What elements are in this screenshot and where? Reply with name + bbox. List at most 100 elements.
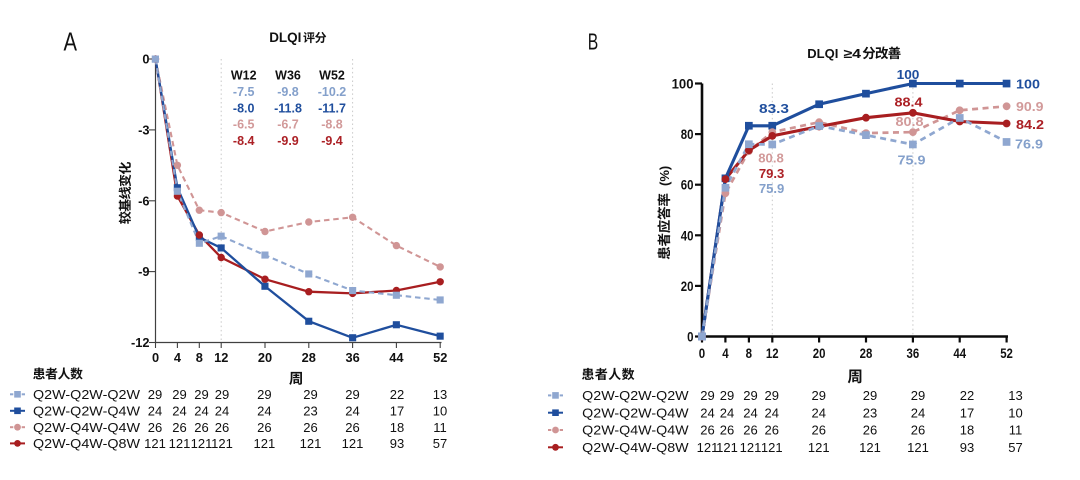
svg-text:29: 29 xyxy=(812,388,826,403)
svg-text:26: 26 xyxy=(303,420,317,435)
svg-text:29: 29 xyxy=(215,387,229,402)
svg-text:121: 121 xyxy=(761,440,783,455)
svg-text:93: 93 xyxy=(960,440,974,455)
svg-text:10: 10 xyxy=(433,403,447,418)
svg-text:75.9: 75.9 xyxy=(759,181,785,196)
svg-text:18: 18 xyxy=(390,420,404,435)
svg-text:-8.8: -8.8 xyxy=(321,118,343,132)
svg-text:28: 28 xyxy=(860,345,873,361)
svg-text:17: 17 xyxy=(960,405,974,420)
svg-text:22: 22 xyxy=(390,387,404,402)
svg-text:29: 29 xyxy=(194,387,208,402)
svg-text:-3: -3 xyxy=(138,122,149,137)
svg-text:-11.7: -11.7 xyxy=(318,101,346,115)
svg-text:88.4: 88.4 xyxy=(895,95,924,110)
svg-text:121: 121 xyxy=(716,440,738,455)
svg-text:-6: -6 xyxy=(138,193,149,208)
svg-text:100: 100 xyxy=(897,67,920,82)
svg-text:8: 8 xyxy=(196,350,203,365)
svg-text:0: 0 xyxy=(687,329,694,345)
svg-text:26: 26 xyxy=(743,423,757,438)
svg-text:24: 24 xyxy=(172,403,186,418)
svg-text:121: 121 xyxy=(254,436,276,451)
svg-text:W12: W12 xyxy=(231,68,257,82)
svg-text:36: 36 xyxy=(345,350,359,365)
svg-text:40: 40 xyxy=(681,227,694,243)
svg-text:29: 29 xyxy=(863,388,877,403)
svg-text:121: 121 xyxy=(907,440,929,455)
svg-text:24: 24 xyxy=(720,405,734,420)
svg-text:44: 44 xyxy=(953,345,966,361)
svg-text:Q2W-Q2W-Q4W: Q2W-Q2W-Q4W xyxy=(33,403,141,418)
svg-text:29: 29 xyxy=(700,388,714,403)
svg-text:24: 24 xyxy=(194,403,208,418)
svg-text:24: 24 xyxy=(700,405,714,420)
svg-text:44: 44 xyxy=(389,350,404,365)
svg-text:A: A xyxy=(64,27,78,57)
svg-text:26: 26 xyxy=(863,423,877,438)
svg-text:0: 0 xyxy=(699,345,706,361)
svg-text:Q2W-Q4W-Q4W: Q2W-Q4W-Q4W xyxy=(33,420,141,435)
svg-text:26: 26 xyxy=(765,423,779,438)
svg-text:4: 4 xyxy=(722,345,729,361)
svg-text:-7.5: -7.5 xyxy=(233,85,255,99)
svg-text:26: 26 xyxy=(194,420,208,435)
svg-text:29: 29 xyxy=(720,388,734,403)
svg-text:121: 121 xyxy=(342,436,364,451)
svg-text:-11.8: -11.8 xyxy=(274,101,302,115)
svg-text:(%): (%) xyxy=(657,166,672,186)
svg-text:100: 100 xyxy=(1016,76,1040,91)
svg-text:121: 121 xyxy=(808,440,830,455)
svg-text:Q2W-Q2W-Q2W: Q2W-Q2W-Q2W xyxy=(33,387,141,402)
svg-text:22: 22 xyxy=(960,388,974,403)
svg-text:12: 12 xyxy=(214,350,228,365)
svg-text:-9: -9 xyxy=(138,264,149,279)
svg-text:60: 60 xyxy=(681,177,694,193)
svg-text:90.9: 90.9 xyxy=(1016,99,1044,114)
svg-text:24: 24 xyxy=(812,405,826,420)
svg-text:B: B xyxy=(588,29,599,55)
svg-text:28: 28 xyxy=(302,350,316,365)
svg-text:24: 24 xyxy=(148,403,162,418)
svg-text:121: 121 xyxy=(211,436,233,451)
svg-text:-10.2: -10.2 xyxy=(318,85,347,99)
svg-text:84.2: 84.2 xyxy=(1016,117,1044,132)
svg-text:57: 57 xyxy=(433,436,447,451)
svg-text:76.9: 76.9 xyxy=(1015,137,1043,152)
svg-text:80.8: 80.8 xyxy=(758,150,784,165)
svg-text:13: 13 xyxy=(433,387,447,402)
svg-text:80: 80 xyxy=(681,126,694,142)
svg-text:100: 100 xyxy=(672,76,694,92)
svg-text:29: 29 xyxy=(765,388,779,403)
svg-text:4: 4 xyxy=(174,350,182,365)
svg-text:0: 0 xyxy=(142,52,149,67)
svg-text:52: 52 xyxy=(433,350,447,365)
svg-text:29: 29 xyxy=(911,388,925,403)
svg-text:17: 17 xyxy=(390,403,404,418)
svg-text:121: 121 xyxy=(740,440,762,455)
svg-text:26: 26 xyxy=(345,420,359,435)
svg-text:121: 121 xyxy=(169,436,191,451)
svg-text:121: 121 xyxy=(300,436,322,451)
svg-text:23: 23 xyxy=(303,403,317,418)
svg-text:24: 24 xyxy=(215,403,229,418)
svg-text:Q2W-Q4W-Q4W: Q2W-Q4W-Q4W xyxy=(582,423,689,438)
svg-text:DLQI: DLQI xyxy=(807,46,838,61)
svg-text:-6.7: -6.7 xyxy=(277,118,299,132)
svg-text:18: 18 xyxy=(960,423,974,438)
svg-text:24: 24 xyxy=(911,405,925,420)
svg-text:24: 24 xyxy=(345,403,359,418)
svg-text:Q2W-Q4W-Q8W: Q2W-Q4W-Q8W xyxy=(33,436,141,451)
svg-text:26: 26 xyxy=(148,420,162,435)
svg-text:-9.8: -9.8 xyxy=(277,85,299,99)
svg-text:DLQI: DLQI xyxy=(269,30,301,45)
svg-text:121: 121 xyxy=(697,440,719,455)
svg-text:36: 36 xyxy=(907,345,920,361)
svg-text:75.9: 75.9 xyxy=(898,152,926,167)
svg-text:26: 26 xyxy=(172,420,186,435)
svg-text:26: 26 xyxy=(215,420,229,435)
svg-text:23: 23 xyxy=(863,405,877,420)
svg-text:29: 29 xyxy=(345,387,359,402)
svg-text:93: 93 xyxy=(390,436,404,451)
svg-text:26: 26 xyxy=(700,423,714,438)
